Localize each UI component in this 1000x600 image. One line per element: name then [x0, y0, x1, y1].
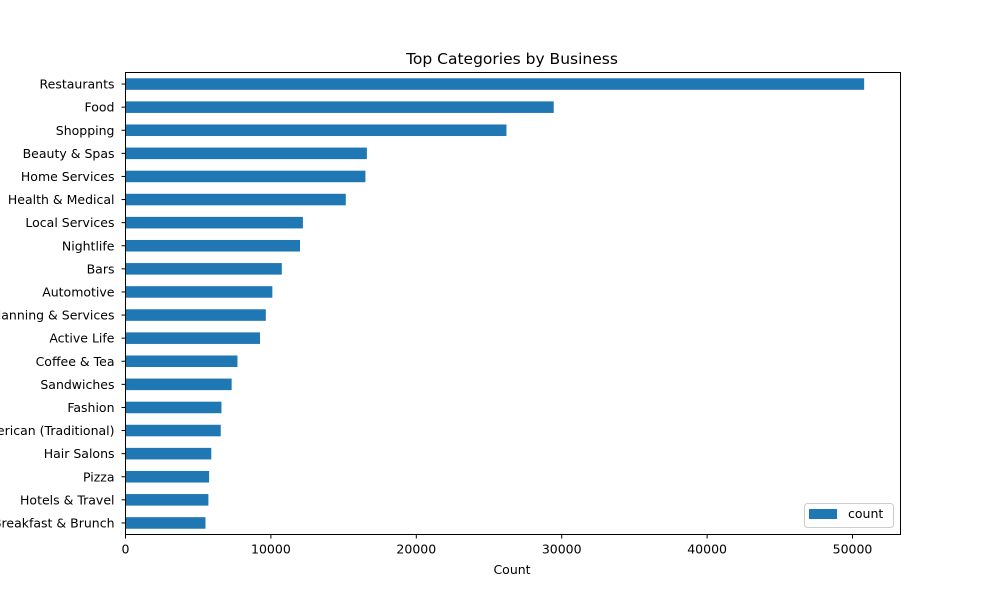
bar — [125, 309, 266, 321]
y-tick-label: Active Life — [49, 331, 114, 346]
x-tick-label: 20000 — [396, 542, 436, 557]
bar — [125, 170, 366, 183]
legend-swatch — [809, 509, 837, 519]
chart-title: Top Categories by Business — [405, 50, 618, 68]
y-tick-label: Coffee & Tea — [36, 354, 115, 369]
y-tick-label: Food — [85, 100, 115, 115]
bar — [125, 78, 865, 90]
bar — [125, 216, 303, 229]
bar — [125, 101, 554, 113]
y-tick-label: Restaurants — [40, 77, 115, 92]
bar — [125, 517, 206, 529]
y-tick-label: Pizza — [83, 469, 115, 484]
y-tick-label: Hair Salons — [44, 446, 115, 461]
y-tick-label: Automotive — [42, 284, 115, 299]
x-axis-label: Count — [493, 562, 530, 577]
bar — [125, 447, 212, 460]
bar — [125, 124, 507, 137]
y-tick-group: Restaurants Food Shopping Beauty & Spas Home… — [0, 77, 126, 530]
y-tick-label: Nightlife — [62, 238, 115, 253]
x-tick-label: 10000 — [251, 542, 291, 557]
bar — [125, 239, 300, 252]
bar — [125, 470, 210, 483]
x-tick-group: 0 10000 20000 30000 40000 50000 — [122, 534, 873, 557]
plot-frame — [125, 72, 901, 535]
y-tick-label: Fashion — [67, 400, 114, 415]
bar — [125, 193, 346, 206]
y-tick-label: Bars — [87, 261, 115, 276]
legend: count — [804, 503, 894, 528]
y-tick-label: Beauty & Spas — [23, 146, 115, 161]
y-tick-label: Home Services — [21, 169, 115, 184]
bar — [125, 401, 222, 414]
y-tick-label: Local Services — [25, 215, 114, 230]
y-tick-label: Health & Medical — [8, 192, 115, 207]
y-tick-label: Event Planning & Services — [0, 308, 115, 323]
legend-label: count — [848, 506, 883, 521]
x-tick-label: 40000 — [687, 542, 727, 557]
y-tick-label: American (Traditional) — [0, 423, 115, 438]
bar-group — [125, 78, 865, 529]
bar — [125, 494, 209, 506]
x-tick-label: 30000 — [542, 542, 582, 557]
y-tick-label: Sandwiches — [40, 377, 114, 392]
x-tick-label: 0 — [122, 542, 130, 557]
y-tick-label: Breakfast & Brunch — [0, 515, 115, 530]
bar — [125, 424, 221, 437]
bar — [125, 263, 282, 275]
bar — [125, 378, 232, 391]
bar — [125, 286, 273, 298]
bar — [125, 147, 367, 160]
bar — [125, 355, 238, 368]
y-tick-label: Shopping — [56, 123, 115, 138]
y-tick-label: Hotels & Travel — [20, 492, 114, 507]
x-tick-label: 50000 — [833, 542, 873, 557]
bar — [125, 332, 260, 344]
